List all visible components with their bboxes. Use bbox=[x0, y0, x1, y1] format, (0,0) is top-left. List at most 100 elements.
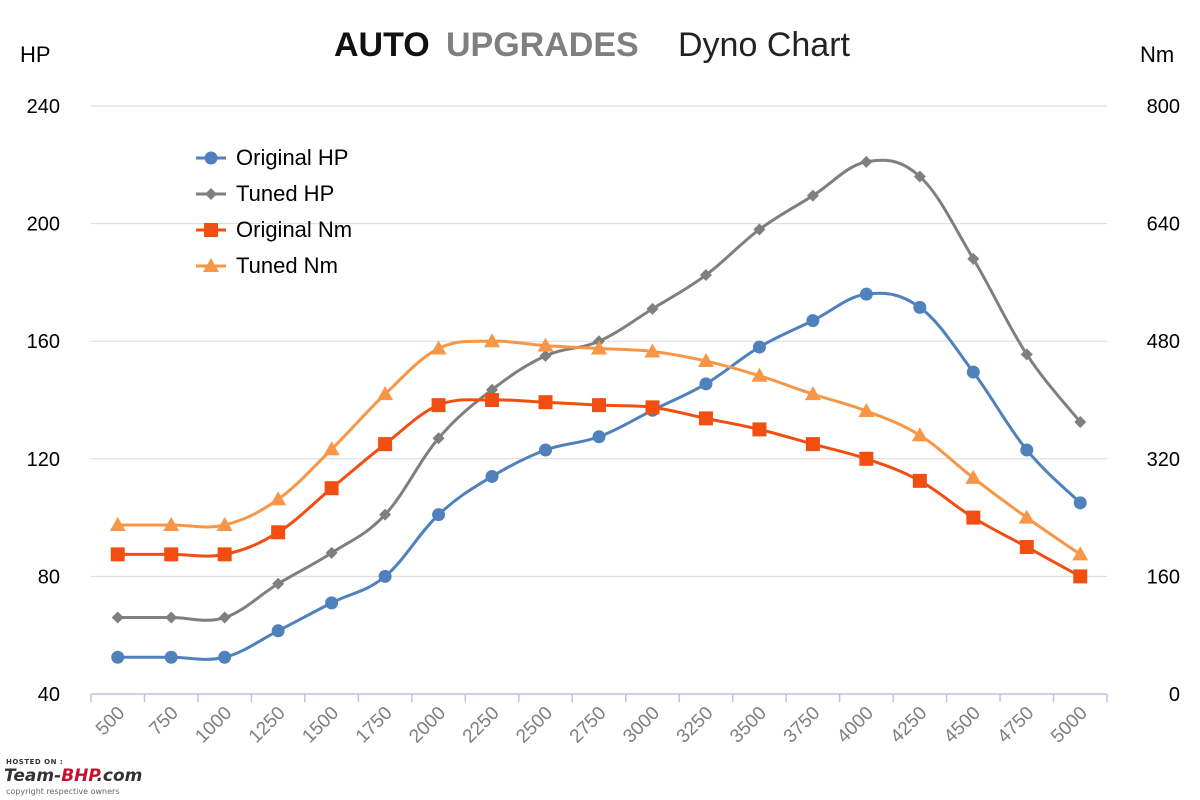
legend-label: Tuned HP bbox=[236, 181, 334, 206]
data-point-tuned-hp bbox=[111, 611, 124, 624]
data-point-tuned-hp bbox=[967, 252, 980, 265]
data-point-tuned-hp bbox=[806, 189, 819, 202]
data-point-original-hp bbox=[485, 469, 499, 483]
data-point-original-hp bbox=[164, 650, 178, 664]
data-point-original-hp bbox=[325, 596, 339, 610]
x-tick-label: 1750 bbox=[352, 703, 397, 748]
data-point-original-nm bbox=[592, 398, 606, 413]
legend-item-tuned-hp: Tuned HP bbox=[196, 181, 334, 206]
chart-title-brand-upgrades: UPGRADES bbox=[446, 26, 639, 64]
data-point-original-nm bbox=[1019, 540, 1034, 554]
chart-title-brand-auto: AUTO bbox=[334, 26, 430, 64]
data-point-tuned-nm bbox=[751, 367, 768, 382]
series-line-tuned-nm bbox=[117, 339, 1082, 556]
data-point-original-hp bbox=[111, 650, 125, 664]
legend-swatch-marker bbox=[205, 188, 217, 200]
legend-label: Original HP bbox=[236, 145, 348, 170]
y-right-tick-label: 800 bbox=[1147, 96, 1180, 118]
data-point-tuned-nm bbox=[804, 386, 821, 401]
x-tick-label: 2000 bbox=[405, 703, 450, 748]
data-point-original-hp bbox=[218, 650, 232, 664]
series-lines bbox=[109, 155, 1089, 664]
data-point-original-hp bbox=[913, 300, 927, 314]
legend-label: Tuned Nm bbox=[236, 253, 338, 278]
team-bhp-watermark: HOSTED ON : Team-BHP.com copyright respe… bbox=[4, 758, 204, 798]
data-point-tuned-hp bbox=[165, 611, 178, 624]
y-right-tick-label: 320 bbox=[1147, 449, 1180, 471]
data-point-original-nm bbox=[859, 451, 874, 466]
y-left-tick-label: 80 bbox=[38, 566, 60, 588]
data-point-original-hp bbox=[859, 287, 873, 301]
data-point-original-nm bbox=[164, 547, 179, 562]
watermark-copyright: copyright respective owners bbox=[6, 787, 120, 796]
data-point-original-nm bbox=[912, 473, 927, 488]
data-point-tuned-nm bbox=[270, 491, 287, 506]
legend-item-original-hp: Original HP bbox=[196, 145, 348, 170]
x-tick-label: 2500 bbox=[512, 703, 557, 748]
data-point-tuned-nm bbox=[644, 343, 661, 358]
data-point-tuned-nm bbox=[163, 516, 180, 531]
y-left-tick-label: 160 bbox=[27, 331, 60, 353]
y-left-tick-label: 240 bbox=[27, 96, 60, 118]
data-point-tuned-hp bbox=[432, 432, 445, 445]
series-tuned-hp bbox=[111, 155, 1087, 624]
data-point-tuned-hp bbox=[913, 170, 926, 183]
data-point-tuned-nm bbox=[1072, 546, 1089, 561]
data-point-original-nm bbox=[805, 437, 820, 452]
data-point-tuned-nm bbox=[965, 469, 982, 484]
data-point-original-nm bbox=[538, 395, 553, 410]
y-left-tick-labels: 40 80 120 160 200 240 bbox=[27, 96, 60, 706]
data-point-tuned-hp bbox=[753, 223, 766, 236]
data-point-tuned-hp bbox=[1020, 348, 1033, 361]
data-point-tuned-nm bbox=[430, 340, 447, 355]
data-point-original-nm bbox=[324, 481, 339, 496]
axes bbox=[90, 693, 1108, 702]
data-point-original-nm bbox=[485, 393, 500, 407]
data-point-tuned-hp bbox=[539, 349, 552, 362]
y-right-tick-label: 160 bbox=[1147, 566, 1180, 588]
data-point-tuned-nm bbox=[697, 353, 714, 368]
x-tick-label: 1250 bbox=[245, 703, 290, 748]
data-point-original-nm bbox=[110, 547, 125, 562]
data-point-tuned-nm bbox=[858, 403, 875, 418]
data-point-original-hp bbox=[539, 443, 553, 457]
series-tuned-nm bbox=[109, 333, 1089, 561]
data-point-tuned-nm bbox=[591, 340, 607, 355]
data-point-original-nm bbox=[1073, 569, 1088, 584]
data-point-tuned-nm bbox=[216, 516, 233, 531]
data-point-original-hp bbox=[592, 430, 606, 444]
data-point-tuned-nm bbox=[323, 441, 340, 456]
data-point-original-hp bbox=[752, 340, 766, 354]
x-tick-label: 1500 bbox=[298, 703, 343, 748]
y-left-axis-title: HP bbox=[20, 42, 51, 67]
data-point-tuned-nm bbox=[484, 333, 501, 348]
series-line-original-nm bbox=[117, 398, 1081, 578]
watermark-hosted-on: HOSTED ON : bbox=[6, 758, 64, 766]
watermark-logo: Team-BHP.com bbox=[4, 766, 142, 786]
y-right-tick-labels: 0 160 320 480 640 800 bbox=[1147, 96, 1180, 706]
y-right-axis-title: Nm bbox=[1140, 42, 1174, 67]
legend-item-tuned-nm: Tuned Nm bbox=[196, 253, 338, 278]
data-point-tuned-hp bbox=[1074, 416, 1087, 429]
y-left-tick-label: 200 bbox=[27, 214, 60, 236]
x-tick-label: 750 bbox=[145, 703, 182, 740]
x-tick-label: 2750 bbox=[566, 703, 611, 748]
x-tick-label: 4500 bbox=[940, 703, 985, 748]
legend-label: Original Nm bbox=[236, 217, 352, 242]
watermark-logo-red: BHP bbox=[61, 766, 97, 786]
data-point-tuned-nm bbox=[537, 337, 554, 352]
data-point-tuned-nm bbox=[109, 516, 126, 531]
data-point-original-nm bbox=[431, 398, 446, 413]
watermark-logo-suffix: .com bbox=[96, 766, 143, 786]
data-point-original-nm bbox=[698, 411, 713, 426]
data-point-tuned-nm bbox=[1018, 509, 1035, 524]
data-point-original-nm bbox=[966, 510, 981, 525]
legend-swatch-marker bbox=[204, 223, 218, 237]
data-point-original-hp bbox=[699, 377, 713, 391]
chart-subtitle: Dyno Chart bbox=[678, 26, 851, 64]
data-point-original-hp bbox=[378, 569, 392, 583]
x-tick-label: 4000 bbox=[833, 703, 878, 748]
y-right-tick-label: 640 bbox=[1147, 214, 1180, 236]
data-point-original-hp bbox=[1020, 443, 1034, 457]
